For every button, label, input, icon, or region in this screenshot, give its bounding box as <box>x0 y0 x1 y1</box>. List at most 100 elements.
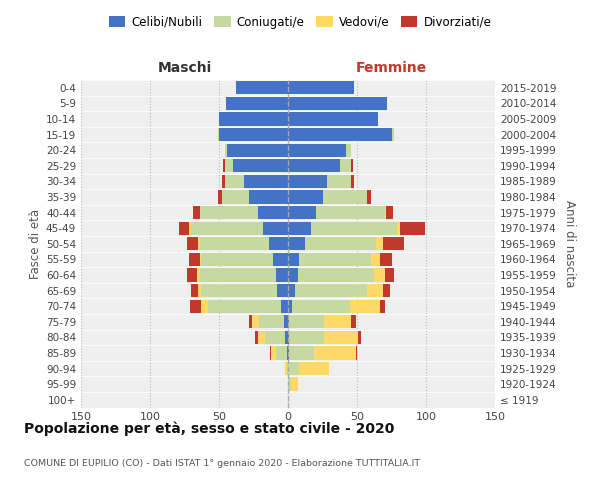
Bar <box>352 159 353 172</box>
Legend: Celibi/Nubili, Coniugati/e, Vedovi/e, Divorziati/e: Celibi/Nubili, Coniugati/e, Vedovi/e, Di… <box>104 11 496 34</box>
Bar <box>323 190 367 203</box>
Bar <box>288 128 392 141</box>
Bar <box>385 206 386 219</box>
Bar <box>191 284 198 297</box>
Bar <box>367 284 383 297</box>
Bar <box>288 112 378 126</box>
Bar <box>200 237 269 250</box>
Bar <box>288 378 291 390</box>
Bar <box>289 330 324 344</box>
Bar <box>326 174 352 188</box>
Bar <box>380 300 385 313</box>
Bar <box>385 268 394 281</box>
Bar <box>193 206 200 219</box>
Bar <box>288 330 289 344</box>
Bar <box>288 97 388 110</box>
Bar <box>400 222 425 235</box>
Bar <box>288 206 316 219</box>
Bar <box>298 268 374 281</box>
Bar <box>324 330 358 344</box>
Text: COMUNE DI EUPILIO (CO) - Dati ISTAT 1° gennaio 2020 - Elaborazione TUTTITALIA.IT: COMUNE DI EUPILIO (CO) - Dati ISTAT 1° g… <box>24 459 420 468</box>
Y-axis label: Fasce di età: Fasce di età <box>29 208 42 279</box>
Bar <box>288 252 299 266</box>
Bar <box>198 284 201 297</box>
Bar <box>383 284 390 297</box>
Bar <box>201 284 277 297</box>
Bar <box>383 237 404 250</box>
Bar <box>200 268 275 281</box>
Bar <box>208 300 281 313</box>
Bar <box>346 144 352 157</box>
Bar <box>270 346 271 360</box>
Bar <box>367 190 371 203</box>
Bar <box>376 237 383 250</box>
Bar <box>397 222 400 235</box>
Bar <box>273 252 288 266</box>
Bar <box>305 237 376 250</box>
Bar <box>191 222 263 235</box>
Text: Popolazione per età, sesso e stato civile - 2020: Popolazione per età, sesso e stato civil… <box>24 421 394 436</box>
Bar <box>275 346 287 360</box>
Bar <box>250 190 288 203</box>
Bar <box>201 300 208 313</box>
Bar <box>227 144 288 157</box>
Bar <box>250 315 252 328</box>
Bar <box>188 252 200 266</box>
Bar <box>352 315 356 328</box>
Bar <box>219 128 288 141</box>
Bar <box>271 346 275 360</box>
Bar <box>222 174 224 188</box>
Bar <box>358 330 361 344</box>
Bar <box>356 346 357 360</box>
Bar <box>281 300 288 313</box>
Bar <box>187 268 197 281</box>
Bar <box>288 346 289 360</box>
Bar <box>285 362 287 375</box>
Bar <box>292 300 350 313</box>
Bar <box>288 362 299 375</box>
Bar <box>324 315 352 328</box>
Bar <box>224 174 244 188</box>
Text: Femmine: Femmine <box>356 62 427 76</box>
Bar <box>244 174 288 188</box>
Bar <box>255 330 257 344</box>
Bar <box>188 222 191 235</box>
Bar <box>284 315 288 328</box>
Bar <box>340 159 352 172</box>
Bar <box>219 112 288 126</box>
Bar <box>200 252 201 266</box>
Bar <box>259 315 284 328</box>
Bar <box>187 237 198 250</box>
Bar <box>257 330 265 344</box>
Bar <box>285 330 288 344</box>
Bar <box>352 174 354 188</box>
Bar <box>226 97 288 110</box>
Bar <box>316 206 385 219</box>
Bar <box>288 300 292 313</box>
Bar <box>392 128 394 141</box>
Bar <box>380 252 392 266</box>
Bar <box>289 315 324 328</box>
Bar <box>201 252 273 266</box>
Bar <box>263 222 288 235</box>
Bar <box>218 190 222 203</box>
Text: Maschi: Maschi <box>157 62 212 76</box>
Bar <box>275 268 288 281</box>
Bar <box>314 346 356 360</box>
Bar <box>350 300 380 313</box>
Bar <box>288 159 340 172</box>
Bar <box>311 222 397 235</box>
Bar <box>200 206 257 219</box>
Bar <box>288 174 326 188</box>
Bar <box>288 315 289 328</box>
Bar <box>288 81 354 94</box>
Bar <box>222 190 250 203</box>
Bar <box>179 222 188 235</box>
Bar <box>190 300 201 313</box>
Bar <box>288 222 311 235</box>
Bar <box>288 284 295 297</box>
Bar <box>289 346 314 360</box>
Y-axis label: Anni di nascita: Anni di nascita <box>563 200 576 288</box>
Bar <box>288 268 298 281</box>
Bar <box>288 190 323 203</box>
